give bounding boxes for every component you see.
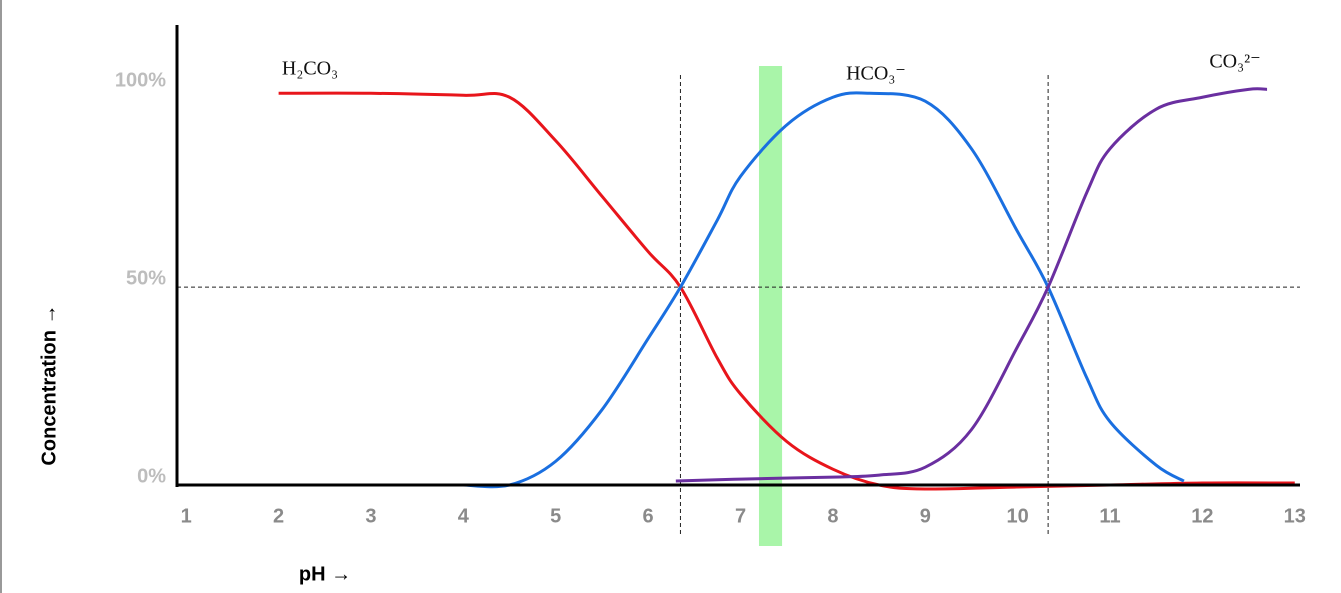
- x-tick-label: 13: [1284, 505, 1306, 527]
- y-tick-label: 50%: [126, 267, 166, 289]
- y-tick-label: 0%: [137, 465, 166, 487]
- series-label: H₂CO₃: [282, 58, 338, 80]
- series-label: CO₃²⁻: [1209, 51, 1260, 73]
- x-axis-label: pH →: [299, 563, 351, 585]
- x-tick-label: 11: [1099, 505, 1120, 527]
- series-line: [675, 87, 1268, 483]
- x-tick-label: 6: [643, 505, 654, 527]
- series-label: HCO₃⁻: [846, 63, 906, 85]
- series-line: [463, 91, 1185, 489]
- x-tick-label: 5: [550, 505, 561, 527]
- y-tick-label: 100%: [115, 70, 166, 92]
- x-tick-label: 3: [365, 505, 376, 527]
- y-axis-label: Concentration →: [38, 304, 60, 465]
- x-tick-label: 1: [181, 505, 192, 527]
- x-tick-label: 9: [920, 505, 931, 527]
- x-tick-label: 10: [1007, 505, 1029, 527]
- x-tick-label: 7: [735, 505, 746, 527]
- x-tick-label: 8: [827, 505, 838, 527]
- x-tick-label: 4: [458, 505, 470, 527]
- highlight-band: [758, 66, 783, 546]
- x-tick-label: 2: [273, 505, 284, 527]
- x-tick-label: 12: [1191, 505, 1213, 527]
- series-line: [278, 91, 1295, 491]
